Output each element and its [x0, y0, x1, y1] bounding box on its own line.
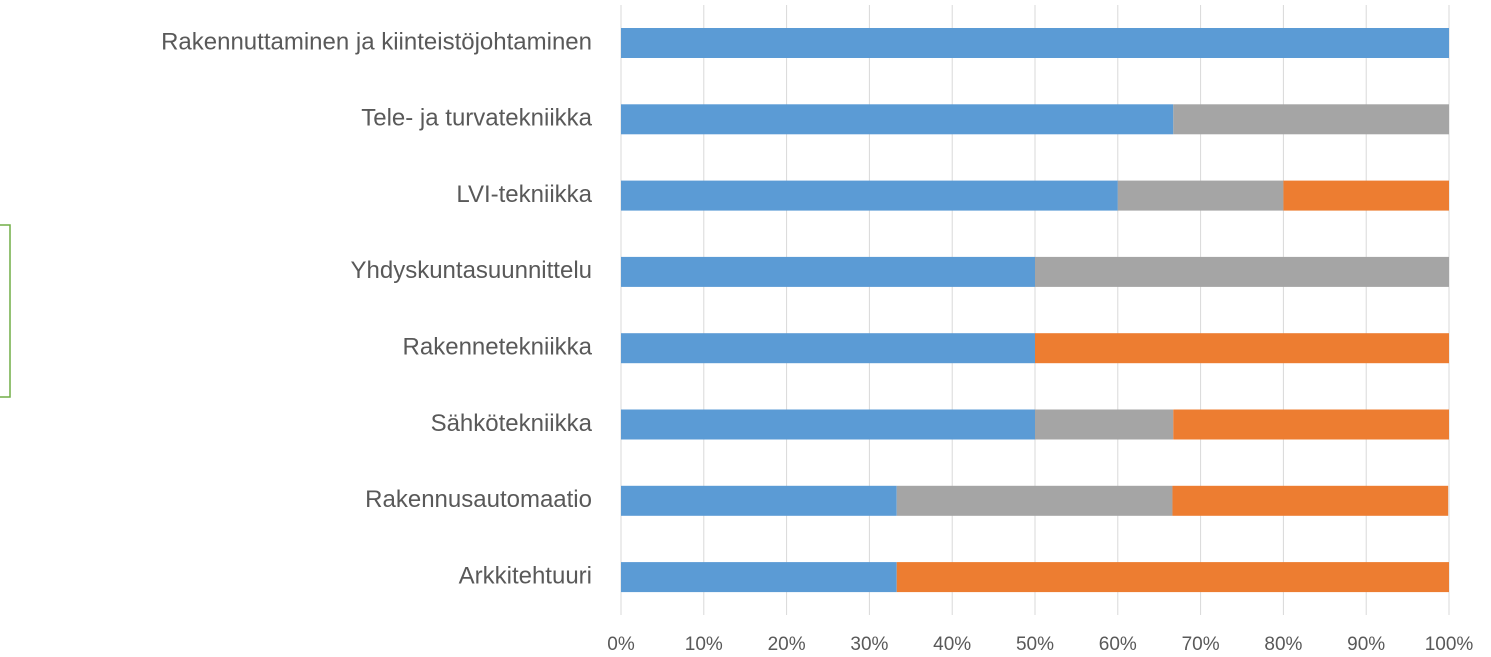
- bar-segment: [621, 409, 1035, 440]
- bar-segment: [621, 333, 1035, 364]
- bar-segment: [1172, 485, 1449, 516]
- y-tick-label: Rakennetekniikka: [403, 334, 593, 361]
- bar-segment: [621, 256, 1035, 287]
- y-tick-label: Rakennusautomaatio: [365, 486, 592, 513]
- y-tick-label: Arkkitehtuuri: [459, 562, 592, 589]
- bar-segment: [621, 562, 897, 593]
- y-tick-label: Rakennuttaminen ja kiinteistöjohtaminen: [161, 28, 592, 55]
- x-tick-label: 40%: [933, 634, 971, 655]
- y-tick-label: Yhdyskuntasuunnittelu: [351, 257, 593, 284]
- x-tick-label: 30%: [850, 634, 888, 655]
- bar-segment: [1173, 409, 1449, 440]
- x-tick-label: 100%: [1425, 634, 1474, 655]
- bar-segment: [621, 104, 1174, 135]
- bar-segment: [896, 485, 1173, 516]
- bar-segment: [1035, 333, 1449, 364]
- y-tick-label: Tele- ja turvatekniikka: [361, 105, 592, 132]
- x-tick-label: 0%: [607, 634, 635, 655]
- bar-segment: [1173, 104, 1449, 135]
- x-tick-label: 80%: [1264, 634, 1302, 655]
- x-tick-label: 20%: [768, 634, 806, 655]
- x-tick-label: 50%: [1016, 634, 1054, 655]
- y-tick-label: Sähkötekniikka: [431, 410, 593, 437]
- bar-segment: [1283, 180, 1449, 211]
- bar-segment: [621, 28, 1449, 58]
- x-tick-label: 70%: [1182, 634, 1220, 655]
- bar-segment: [1117, 180, 1284, 211]
- x-tick-label: 90%: [1347, 634, 1385, 655]
- x-tick-label: 10%: [685, 634, 723, 655]
- bar-segment: [896, 562, 1449, 593]
- bar-segment: [621, 180, 1118, 211]
- x-tick-label: 60%: [1099, 634, 1137, 655]
- bar-segment: [621, 485, 897, 516]
- y-tick-label: LVI-tekniikka: [456, 181, 592, 208]
- shape-edge: [0, 224, 11, 398]
- bar-segment: [1035, 409, 1174, 440]
- bar-segment: [1035, 256, 1449, 287]
